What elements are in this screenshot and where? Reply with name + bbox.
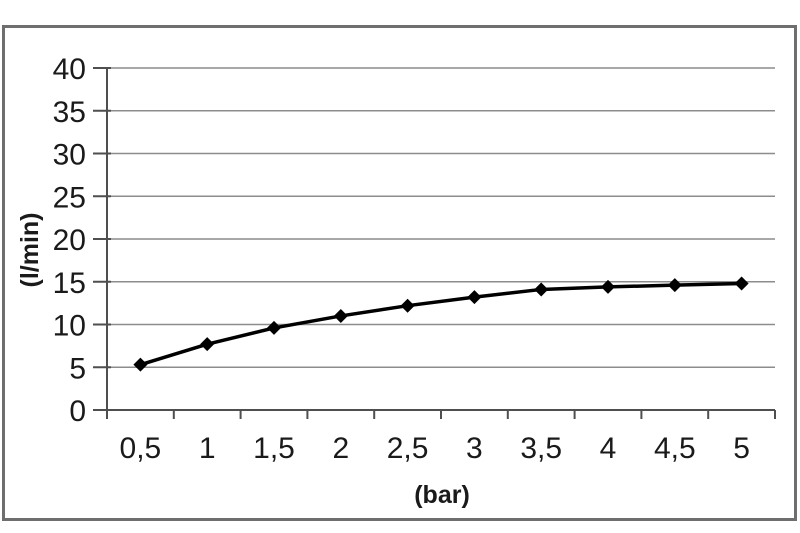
data-point-marker: [601, 279, 615, 294]
y-tick-label: 15: [53, 267, 86, 300]
y-tick-label: 5: [69, 352, 86, 385]
data-point-marker: [333, 308, 348, 323]
x-tick-label: 2,5: [387, 432, 429, 465]
y-tick-label: 35: [53, 96, 86, 129]
x-tick-label: 1,5: [253, 432, 295, 465]
x-tick-label: 5: [733, 432, 750, 465]
chart-frame: [2, 25, 797, 521]
x-tick-label: 3: [466, 432, 483, 465]
x-tick-label: 4: [600, 432, 617, 465]
data-point-marker: [400, 298, 415, 313]
data-point-marker: [734, 276, 749, 291]
data-point-marker: [534, 282, 549, 297]
data-point-marker: [667, 278, 682, 293]
x-tick-label: 4,5: [654, 432, 696, 465]
data-point-marker: [267, 320, 281, 335]
y-tick-label: 30: [53, 139, 86, 172]
data-point-marker: [467, 290, 482, 305]
y-tick-label: 20: [53, 224, 86, 257]
y-tick-label: 0: [69, 395, 86, 428]
x-tick-label: 2: [332, 432, 349, 465]
y-tick-label: 25: [53, 181, 86, 214]
x-axis-label: (bar): [414, 481, 470, 509]
x-tick-label: 1: [199, 432, 216, 465]
data-point-marker: [133, 357, 148, 372]
y-tick-label: 40: [53, 53, 86, 86]
plot-area: 0 5 10 15 20 25 30 35 40 0,5 1 1,5 2 2,5 3 3,5 4 4,5 5: [53, 53, 776, 465]
y-tick-label: 10: [53, 310, 86, 343]
data-point-marker: [200, 337, 215, 352]
x-tick-label: 0,5: [120, 432, 162, 465]
x-tick-label: 3,5: [520, 432, 562, 465]
series-line: [139, 281, 742, 367]
y-axis-label: (l/min): [16, 213, 44, 288]
